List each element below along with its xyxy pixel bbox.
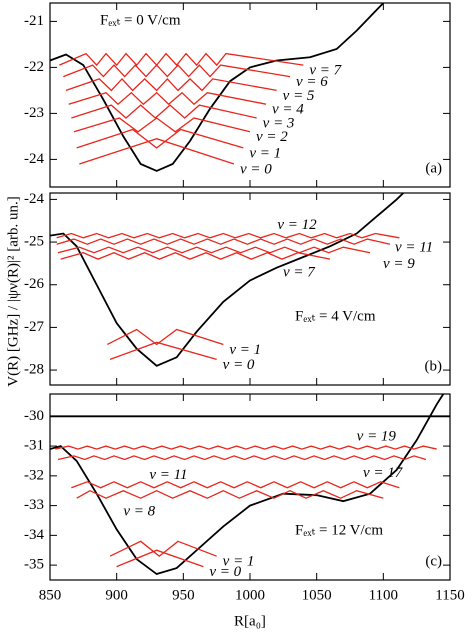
level-label: ν = 1 (229, 342, 261, 358)
x-tick-label: 1100 (369, 587, 398, 603)
y-tick-label: -21 (24, 13, 44, 29)
y-tick-label: -22 (24, 59, 44, 75)
x-axis-label: R[a₀] (234, 613, 266, 629)
wavefunction (73, 117, 251, 133)
y-tick-label: -32 (24, 467, 44, 483)
level-label: ν = 9 (383, 256, 415, 272)
frame (49, 393, 451, 581)
panel-label: (a) (425, 160, 442, 176)
field-annotation: Fₑₓₜ = 0 V/cm (100, 12, 181, 28)
wavefunction (55, 445, 437, 450)
y-tick-label: -28 (24, 362, 44, 378)
level-label: ν = 1 (249, 145, 281, 161)
wavefunction (107, 328, 224, 346)
wavefunction (68, 91, 267, 106)
y-tick-label: -27 (24, 319, 44, 335)
y-tick-label: -24 (24, 151, 44, 167)
level-label: ν = 11 (395, 240, 433, 256)
wavefunction (76, 128, 244, 149)
panel-label: (b) (425, 358, 443, 374)
level-label: ν = 0 (240, 161, 272, 177)
level-label: ν = 11 (149, 467, 187, 483)
wavefunction (56, 238, 391, 245)
level-label: ν = 2 (256, 129, 288, 145)
potential-curve (50, 3, 384, 172)
x-tick-label: 1150 (435, 587, 464, 603)
wavefunction (79, 138, 235, 165)
y-tick-label: -35 (24, 557, 44, 573)
wavefunction (109, 540, 217, 558)
level-label: ν = 5 (283, 88, 315, 104)
level-label: ν = 12 (277, 217, 317, 233)
x-tick-label: 900 (105, 587, 128, 603)
y-tick-label: -33 (24, 497, 44, 513)
y-tick-label: -34 (24, 527, 44, 543)
x-tick-label: 950 (172, 587, 195, 603)
wavefunction (116, 549, 204, 568)
panel-label: (c) (425, 553, 442, 569)
field-annotation: Fₑₓₜ = 12 V/cm (295, 522, 383, 538)
level-label: ν = 0 (223, 357, 255, 373)
wavefunction (60, 252, 331, 260)
wavefunction (71, 481, 400, 489)
y-tick-label: -26 (24, 276, 44, 292)
x-tick-label: 1000 (235, 587, 265, 603)
x-tick-label: 850 (39, 587, 62, 603)
y-axis-label: V(R) [GHz] / |ψν(R)|² [arb. un.] (5, 196, 21, 386)
level-label: ν = 8 (123, 504, 155, 520)
wavefunction (57, 455, 427, 461)
potential-curve (50, 193, 404, 367)
y-tick-label: -24 (24, 191, 44, 207)
level-label: ν = 7 (309, 63, 342, 79)
wavefunction (109, 341, 217, 361)
level-label: ν = 6 (296, 74, 328, 90)
wavefunction (76, 489, 384, 499)
wavefunction (59, 52, 304, 67)
x-tick-label: 1050 (302, 587, 332, 603)
wavefunction (65, 77, 277, 92)
wavefunction (57, 246, 371, 254)
level-label: ν = 1 (223, 554, 255, 570)
level-label: ν = 3 (263, 115, 295, 131)
wavefunction (71, 104, 257, 119)
wavefunction (63, 64, 291, 78)
level-label: ν = 4 (272, 102, 304, 118)
level-label: ν = 7 (283, 265, 316, 281)
y-tick-label: -30 (24, 408, 44, 424)
level-label: ν = 0 (209, 564, 241, 580)
field-annotation: Fₑₓₜ = 4 V/cm (295, 308, 376, 324)
y-tick-label: -31 (24, 438, 44, 454)
wavefunction (56, 232, 400, 239)
y-tick-label: -23 (24, 105, 44, 121)
level-label: ν = 19 (357, 428, 397, 444)
y-tick-label: -25 (24, 234, 44, 250)
level-label: ν = 17 (363, 465, 404, 481)
